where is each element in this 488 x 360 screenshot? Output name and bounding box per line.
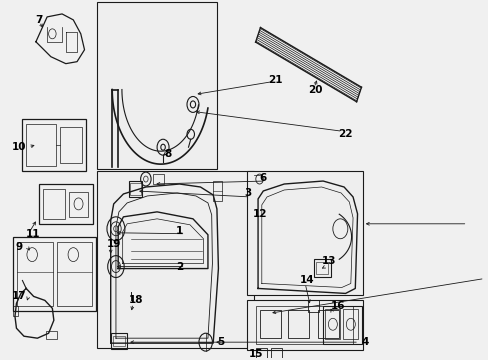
Bar — [255, 306, 352, 344]
Bar — [57, 242, 92, 306]
Bar — [325, 309, 340, 339]
Text: 13: 13 — [321, 256, 336, 266]
Bar — [97, 2, 217, 169]
Text: 12: 12 — [252, 209, 267, 219]
Text: 3: 3 — [244, 188, 251, 198]
Bar — [255, 348, 266, 358]
Bar — [26, 124, 56, 166]
Bar — [104, 258, 119, 287]
Text: 8: 8 — [164, 149, 172, 159]
Text: 2: 2 — [176, 262, 183, 271]
Text: 17: 17 — [12, 291, 27, 301]
Text: 20: 20 — [308, 85, 322, 95]
Text: 14: 14 — [299, 275, 313, 285]
Text: 6: 6 — [259, 173, 266, 183]
Bar — [17, 242, 53, 306]
Bar — [323, 306, 361, 344]
Bar — [39, 184, 93, 224]
Bar — [153, 174, 163, 184]
Bar — [46, 331, 57, 339]
Text: 16: 16 — [330, 301, 345, 311]
Bar — [246, 171, 362, 296]
Bar — [69, 192, 87, 217]
Bar — [246, 300, 362, 350]
Text: 9: 9 — [16, 242, 23, 252]
Text: 11: 11 — [25, 229, 40, 239]
Bar — [60, 127, 82, 163]
Bar — [317, 310, 338, 338]
Bar — [101, 254, 140, 292]
Bar — [14, 306, 18, 316]
Text: 1: 1 — [176, 226, 183, 236]
Bar — [128, 181, 142, 197]
Bar — [97, 171, 254, 348]
Bar — [113, 336, 124, 346]
Text: 4: 4 — [361, 337, 368, 347]
Bar — [213, 181, 222, 201]
Bar — [110, 333, 127, 349]
Bar — [316, 262, 328, 274]
Text: 10: 10 — [12, 142, 27, 152]
Bar — [270, 348, 282, 358]
Bar — [130, 183, 141, 195]
Text: 15: 15 — [248, 349, 263, 359]
Text: 18: 18 — [129, 296, 143, 305]
Text: 7: 7 — [35, 15, 42, 25]
Bar — [307, 300, 319, 312]
Bar — [122, 258, 137, 287]
Bar — [343, 309, 358, 339]
Text: 19: 19 — [106, 239, 121, 249]
Bar — [42, 189, 65, 219]
Text: 5: 5 — [217, 337, 224, 347]
Bar — [287, 310, 308, 338]
Bar — [259, 310, 280, 338]
Text: 22: 22 — [338, 129, 352, 139]
Bar — [313, 258, 330, 276]
Bar — [14, 237, 96, 311]
Text: 21: 21 — [267, 75, 282, 85]
Bar — [22, 120, 86, 171]
